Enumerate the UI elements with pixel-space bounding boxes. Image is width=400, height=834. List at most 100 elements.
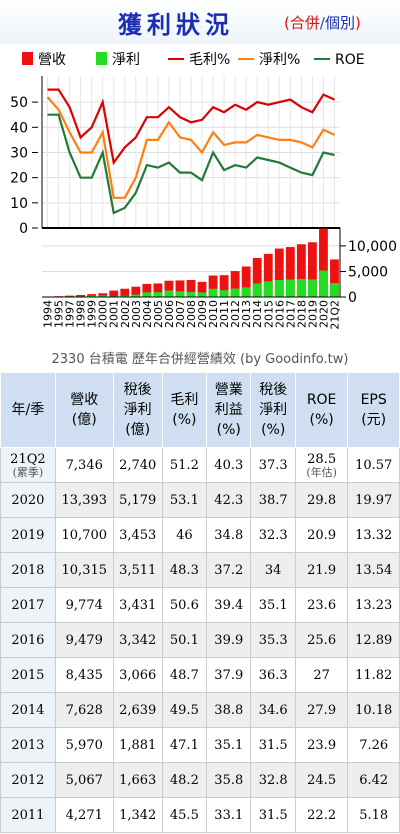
table-row: 2014 7,628 2,639 49.5 38.8 34.6 27.9 10.18 (0, 692, 400, 728)
cell-value: 3,342 (119, 632, 157, 648)
cell-roe: 24.5 (294, 762, 349, 798)
legend-label-gross: 毛利% (189, 52, 230, 68)
cell-nm: 31.5 (250, 727, 296, 763)
cell-value: 2015 (11, 667, 45, 683)
column-header-line: (億) (71, 412, 97, 428)
cell-roe: 27.9 (294, 692, 349, 728)
cell-value: 48.2 (169, 772, 199, 788)
x-tick-label: 1995 (53, 300, 66, 328)
cell-value: 29.8 (307, 492, 337, 508)
cell-value: 35.8 (214, 772, 244, 788)
cell-eps: 13.32 (347, 517, 400, 553)
x-tick-label: 2013 (240, 300, 253, 328)
cell-value: 2016 (11, 632, 45, 648)
cell-value: 20.9 (307, 527, 337, 543)
column-header-6: ROE (%) (294, 372, 349, 448)
cell-value: 37.9 (214, 667, 244, 683)
revenue-bar (109, 290, 119, 297)
net-income-bar (252, 283, 262, 297)
column-header-line: 稅後 (259, 382, 288, 398)
cell-net: 3,453 (112, 517, 163, 553)
cell-value: 45.5 (169, 807, 199, 823)
cell-value: 7,628 (65, 702, 103, 718)
table-header-row: 年/季 營收 (億) 稅後 淨利 (億) 毛利 (%) 營業 利益 (%) 稅後 淨利 (%) ROE (%)… (0, 372, 400, 448)
cell-op: 37.2 (206, 552, 252, 588)
cell-value: 2,740 (119, 457, 157, 473)
column-header-3: 毛利 (%) (161, 372, 208, 448)
cell-gm: 50.1 (161, 622, 208, 658)
cell-eps: 11.82 (347, 657, 400, 693)
cell-op: 34.8 (206, 517, 252, 553)
cell-value: 21Q2 (10, 452, 46, 467)
column-header-line: 營收 (70, 392, 99, 408)
cell-value: 25.6 (307, 632, 337, 648)
cell-gm: 45.5 (161, 797, 208, 833)
column-header-line: 淨利 (259, 402, 288, 418)
table-row: 2015 8,435 3,066 48.7 37.9 36.3 27 11.82 (0, 657, 400, 693)
column-header-4: 營業 利益 (%) (206, 372, 252, 448)
cell-value: 24.5 (307, 772, 337, 788)
cell-eps: 5.18 (347, 797, 400, 833)
cell-value: 9,774 (65, 597, 103, 613)
cell-op: 35.8 (206, 762, 252, 798)
profit-table: 年/季 營收 (億) 稅後 淨利 (億) 毛利 (%) 營業 利益 (%) 稅後 淨利 (%) ROE (%)… (0, 372, 400, 833)
column-header-line: (億) (125, 422, 151, 438)
revenue-bar (330, 259, 339, 297)
revenue-bar (142, 283, 152, 297)
cell-value: 37.3 (258, 457, 288, 473)
cell-value: 23.6 (307, 597, 337, 613)
table-row: 2011 4,271 1,342 45.5 33.1 31.5 22.2 5.18 (0, 797, 400, 833)
cell-value: 46 (176, 527, 193, 543)
table-row: 2012 5,067 1,663 48.2 35.8 32.8 24.5 6.42 (0, 762, 400, 798)
cell-value: 38.7 (258, 492, 288, 508)
x-tick-label: 2004 (141, 300, 154, 328)
revenue-bar (164, 280, 174, 297)
net-income-bar (87, 295, 97, 297)
column-header-line: ROE (306, 392, 337, 408)
cell-net: 1,663 (112, 762, 163, 798)
cell-note: (年估) (306, 466, 337, 479)
net-income-bar (153, 292, 163, 297)
net-income-bar (330, 282, 339, 297)
cell-period: 2014 (0, 692, 56, 728)
x-tick-label: 2014 (251, 300, 264, 328)
column-header-line: (%) (261, 422, 286, 438)
cell-nm: 35.3 (250, 622, 296, 658)
net-income-bar (142, 292, 152, 297)
cell-roe: 25.6 (294, 622, 349, 658)
cell-period: 2019 (0, 517, 56, 553)
x-tick-label: 1997 (64, 300, 77, 328)
cell-value: 39.9 (214, 632, 244, 648)
cell-value: 5.18 (359, 807, 389, 823)
cell-value: 7,346 (65, 457, 103, 473)
cell-period: 2013 (0, 727, 56, 763)
top-tick-label: 10 (10, 196, 28, 212)
cell-note: (累季) (12, 466, 44, 479)
cell-value: 1,881 (119, 737, 157, 753)
bottom-tick-label: 0 (348, 290, 357, 306)
cell-value: 4,271 (65, 807, 103, 823)
cell-value: 6.42 (359, 772, 389, 788)
individual-link[interactable]: 個別 (324, 14, 355, 32)
net-income-bar (219, 290, 229, 297)
cell-value: 32.8 (258, 772, 288, 788)
consolidated-link[interactable]: 合併 (289, 14, 320, 32)
gross-margin-line (47, 88, 335, 166)
column-header-line: 年/季 (11, 402, 45, 418)
cell-value: 39.4 (214, 597, 244, 613)
cell-period: 2017 (0, 587, 56, 623)
cell-nm: 37.3 (250, 447, 296, 483)
cell-period: 21Q2 (累季) (0, 447, 56, 483)
cell-value: 32.3 (258, 527, 288, 543)
cell-value: 3,511 (119, 562, 157, 578)
cell-op: 40.3 (206, 447, 252, 483)
cell-value: 7.26 (359, 737, 389, 753)
cell-value: 13.54 (355, 562, 393, 578)
net-income-bar (120, 295, 130, 297)
cell-value: 31.5 (258, 807, 288, 823)
cell-value: 53.1 (169, 492, 199, 508)
cell-net: 5,179 (112, 482, 163, 518)
cell-value: 10,315 (61, 562, 108, 578)
roe-line (47, 113, 335, 215)
x-tick-label: 2003 (130, 300, 143, 328)
